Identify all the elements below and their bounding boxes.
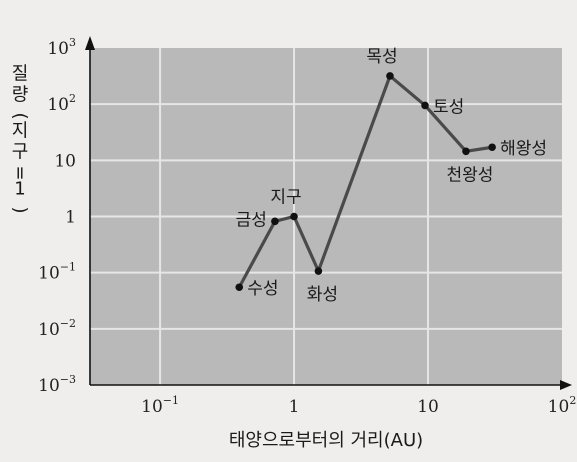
point-label: 금성 [236, 210, 267, 230]
x-tick-label: 1 [289, 397, 300, 417]
data-point [386, 72, 394, 80]
y-axis-title-char: = [10, 165, 31, 180]
data-point [462, 147, 470, 156]
y-axis-title-char: ( [10, 112, 31, 119]
point-label: 천왕성 [447, 165, 494, 185]
data-point [271, 217, 279, 226]
y-tick-label: 10 [54, 151, 76, 171]
x-axis-title: 태양으로부터의 거리(AU) [229, 430, 423, 451]
point-label: 지구 [270, 188, 301, 208]
y-axis-title-char: 지 [12, 121, 29, 142]
y-axis-title-char: 1 [14, 179, 25, 200]
data-point [314, 267, 323, 275]
x-tick-label: 102 [548, 394, 577, 417]
x-tick-labels: 10−1 1 10 102 [141, 394, 576, 417]
y-tick-label: 10−2 [38, 317, 76, 340]
y-tick-label: 103 [47, 36, 76, 59]
data-series [235, 72, 496, 292]
point-label: 토성 [433, 97, 464, 117]
y-tick-label: 10−3 [38, 373, 76, 396]
axes [85, 36, 572, 390]
y-axis-arrow [85, 36, 95, 50]
y-tick-label: 1 [65, 208, 76, 228]
data-point [290, 212, 298, 221]
data-point [235, 283, 244, 292]
point-label: 수성 [247, 279, 278, 299]
y-axis-title-char: ) [10, 206, 31, 213]
x-axis-arrow [560, 380, 572, 390]
data-point [488, 143, 496, 152]
y-tick-labels: 10−3 10−2 10−1 1 10 102 103 [38, 36, 76, 396]
point-label: 화성 [307, 285, 338, 305]
y-axis-title-char: 질 [12, 64, 29, 85]
point-label: 해왕성 [500, 139, 547, 159]
x-tick-label: 10−1 [141, 394, 179, 417]
y-axis-title-char: 구 [12, 142, 29, 163]
point-label: 목성 [366, 47, 397, 67]
x-tick-label: 10 [417, 397, 439, 417]
y-axis-title: 질량 ( 지구 =1) [10, 64, 31, 214]
y-tick-label: 102 [47, 92, 76, 115]
y-tick-label: 10−1 [38, 261, 76, 284]
y-axis-title-char: 량 [12, 85, 29, 106]
data-point [421, 101, 429, 110]
